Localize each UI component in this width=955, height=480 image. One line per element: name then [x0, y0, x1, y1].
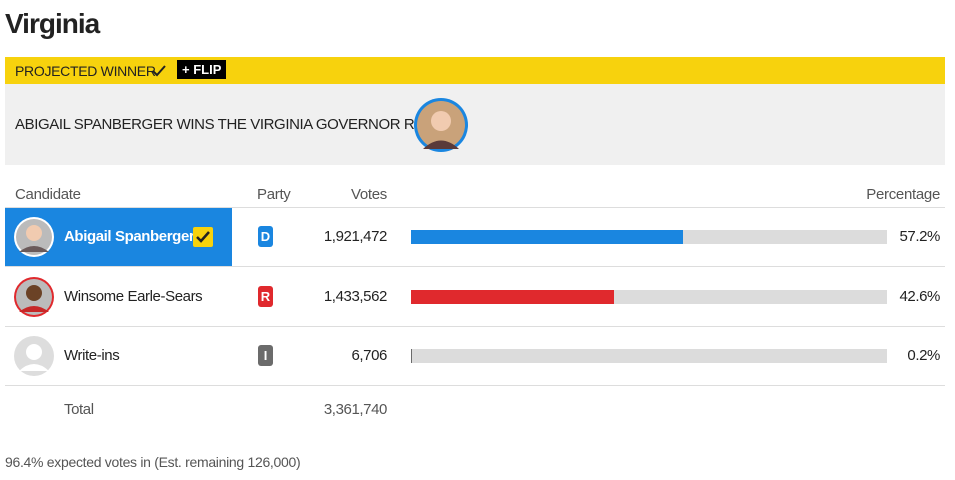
percentage-label: 57.2% [899, 228, 940, 245]
headline-box: ABIGAIL SPANBERGER WINS THE VIRGINIA GOV… [5, 84, 945, 165]
winner-photo [414, 98, 468, 152]
banner-label: PROJECTED WINNER [15, 63, 156, 79]
percentage-label: 0.2% [907, 347, 940, 364]
row-separator [5, 266, 945, 267]
party-badge: R [258, 285, 273, 307]
row-separator [5, 325, 945, 327]
banner: PROJECTED WINNER + FLIP [5, 57, 945, 84]
header-party: Party [257, 186, 291, 203]
title: Virginia [5, 8, 100, 39]
party-badge: I [258, 345, 273, 366]
candidate-name: Winsome Earle-Sears [64, 287, 203, 305]
winner-check [193, 227, 213, 247]
candidate-name: Write-ins [64, 347, 120, 364]
percentage-bar [411, 289, 614, 304]
candidate-photo [14, 276, 54, 317]
check-icon [152, 65, 166, 77]
flip-tag: + FLIP [177, 60, 227, 79]
header-candidate: Candidate [15, 186, 81, 203]
row-separator [5, 385, 945, 386]
party-badge: D [258, 226, 273, 247]
votes: 1,433,562 [323, 287, 388, 305]
headline: ABIGAIL SPANBERGER WINS THE VIRGINIA GOV… [15, 116, 444, 133]
footer: 96.4% expected votes in (Est. remaining … [5, 454, 301, 470]
header-separator [5, 207, 945, 208]
header-percentage: Percentage [866, 186, 940, 203]
bar-track [411, 349, 887, 363]
header-votes: Votes [350, 186, 387, 203]
percentage-label: 42.6% [899, 287, 940, 305]
percentage-bar [411, 349, 412, 363]
votes: 1,921,472 [323, 228, 388, 245]
candidate-photo [14, 336, 54, 376]
total-label: Total [64, 401, 94, 418]
votes: 6,706 [351, 347, 387, 364]
candidate-photo [14, 217, 54, 257]
percentage-bar [411, 230, 684, 244]
candidate-name: Abigail Spanberger [64, 228, 195, 245]
total-votes: 3,361,740 [323, 401, 388, 418]
